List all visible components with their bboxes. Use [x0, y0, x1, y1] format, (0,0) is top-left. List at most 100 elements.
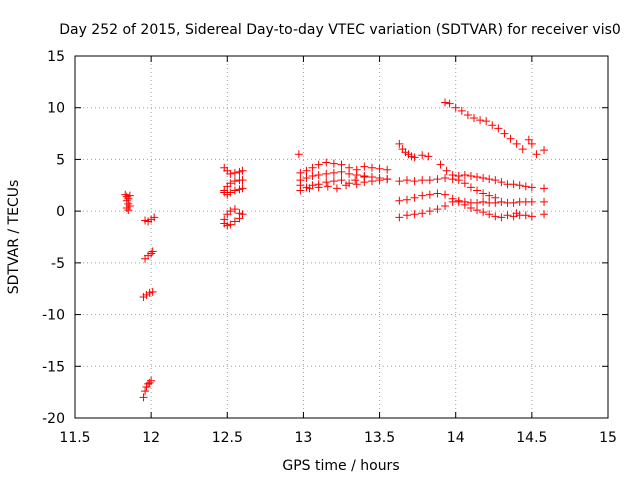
data-point — [360, 173, 369, 182]
data-point — [454, 196, 463, 205]
data-point — [509, 180, 518, 189]
data-point — [148, 247, 157, 256]
data-point — [141, 387, 150, 396]
data-point — [367, 163, 376, 172]
data-point — [441, 98, 450, 107]
data-point — [532, 150, 541, 159]
data-point — [147, 376, 156, 385]
data-point — [485, 191, 494, 200]
data-point — [121, 190, 130, 199]
data-point — [220, 215, 229, 224]
x-axis-label: GPS time / hours — [282, 458, 399, 474]
data-point — [230, 168, 239, 177]
series-cluster-12.55-e — [220, 205, 244, 224]
x-tick-label: 13 — [295, 430, 313, 446]
data-point — [509, 198, 518, 207]
data-point — [150, 213, 159, 222]
data-point — [418, 176, 427, 185]
data-point — [527, 212, 536, 221]
data-point — [314, 160, 323, 169]
data-point — [479, 189, 488, 198]
data-point — [323, 182, 332, 191]
x-tick-label: 14.5 — [516, 430, 547, 446]
data-point — [448, 197, 457, 206]
data-point — [402, 195, 411, 204]
data-point — [235, 209, 244, 218]
data-point — [521, 211, 530, 220]
data-point — [509, 212, 518, 221]
data-point — [441, 201, 450, 210]
data-point — [410, 210, 419, 219]
data-point — [375, 164, 384, 173]
data-point — [145, 378, 154, 387]
data-point — [230, 205, 239, 214]
data-point — [540, 197, 549, 206]
data-point — [527, 139, 536, 148]
data-point — [329, 177, 338, 186]
data-point — [302, 166, 311, 175]
data-point — [518, 145, 527, 154]
data-point — [352, 170, 361, 179]
x-tick-label: 12 — [142, 430, 160, 446]
data-point — [296, 181, 305, 190]
data-point — [410, 153, 419, 162]
data-point — [308, 163, 317, 172]
data-point — [314, 170, 323, 179]
data-point — [332, 184, 341, 193]
data-point — [125, 201, 134, 210]
data-point — [445, 99, 454, 108]
data-point — [402, 176, 411, 185]
y-tick-label: 5 — [56, 152, 65, 168]
data-point — [442, 166, 451, 175]
series-cluster-12.0-c — [139, 287, 157, 301]
series-cluster-12.55-a — [220, 163, 247, 178]
data-point — [238, 176, 247, 185]
data-point — [302, 174, 311, 183]
series-cluster-12.55-c — [220, 184, 247, 199]
data-point — [512, 139, 521, 148]
data-point — [230, 177, 239, 186]
y-tick-label: -20 — [42, 411, 65, 427]
data-points — [121, 98, 549, 402]
data-point — [485, 210, 494, 219]
series-cluster-14-d — [395, 174, 500, 202]
data-point — [460, 179, 469, 188]
data-point — [345, 169, 354, 178]
data-point — [527, 183, 536, 192]
data-point — [425, 176, 434, 185]
data-point — [238, 184, 247, 193]
data-point — [488, 121, 497, 130]
data-point — [497, 213, 506, 222]
data-point — [296, 168, 305, 177]
data-point — [226, 207, 235, 216]
series-cluster-11.85 — [121, 190, 134, 215]
data-point — [322, 169, 331, 178]
x-tick-labels: 11.5 12 12.5 13 13.5 14 14.5 15 — [59, 430, 617, 446]
data-point — [367, 177, 376, 186]
data-point — [342, 181, 351, 190]
x-tick-label: 11.5 — [59, 430, 90, 446]
data-point — [395, 196, 404, 205]
data-point — [460, 170, 469, 179]
series-cluster-12.0-a — [141, 213, 159, 226]
series-cluster-14-a — [395, 139, 433, 162]
data-point — [433, 175, 442, 184]
data-point — [395, 213, 404, 222]
data-point — [351, 176, 360, 185]
data-point — [337, 160, 346, 169]
data-point — [360, 162, 369, 171]
data-point — [424, 152, 433, 161]
data-point — [441, 174, 450, 183]
data-point — [473, 198, 482, 207]
data-point — [540, 210, 549, 219]
data-point — [305, 184, 314, 193]
data-point — [410, 177, 419, 186]
data-point — [491, 176, 500, 185]
data-point — [418, 191, 427, 200]
y-tick-label: -15 — [42, 359, 65, 375]
data-point — [418, 209, 427, 218]
data-point — [226, 179, 235, 188]
data-point — [441, 190, 450, 199]
data-point — [294, 150, 303, 159]
data-point — [418, 151, 427, 160]
